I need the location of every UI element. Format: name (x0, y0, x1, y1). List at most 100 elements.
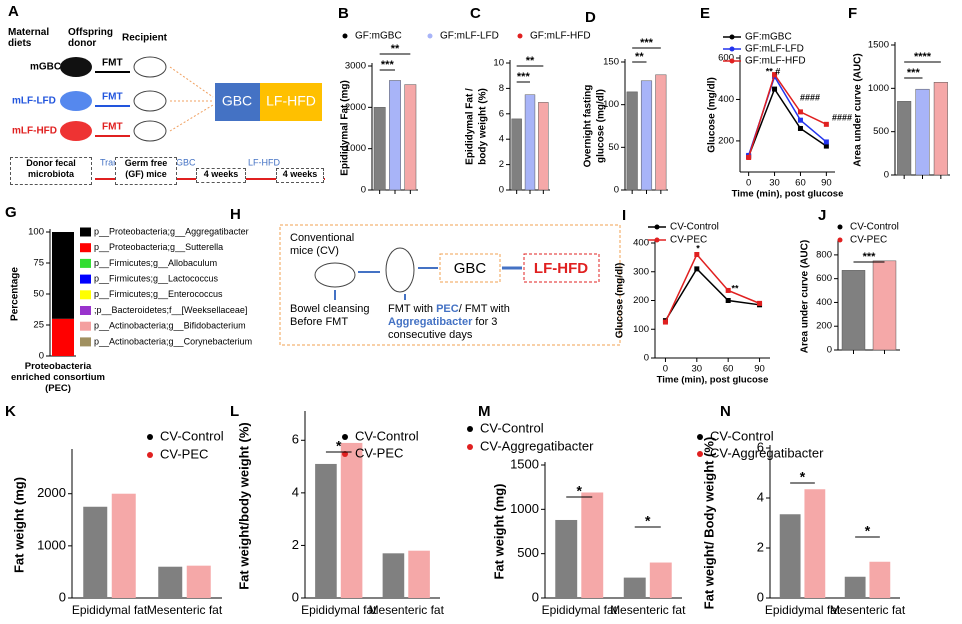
annotation: * (696, 243, 700, 253)
x-tick-label: Mesenteric fat (147, 603, 223, 617)
x-tick-label: Mesenteric fat (369, 603, 445, 617)
y-tick-label: 0 (39, 351, 44, 362)
bar (404, 84, 417, 191)
y-tick-label: 600 (816, 273, 832, 284)
x-tick-label: 0 (663, 364, 668, 375)
panel-letter: A (8, 3, 19, 20)
marker (694, 266, 700, 272)
y-tick-label: 400 (816, 297, 832, 308)
legend-swatch (80, 258, 91, 268)
box-label: LF-HFD (266, 93, 316, 109)
sig-label: ** (391, 43, 400, 55)
x-tick-label: 90 (754, 364, 765, 375)
legend-marker (467, 426, 473, 432)
line (664, 253, 760, 323)
mouse-icon (60, 121, 92, 141)
bar (408, 550, 430, 598)
y-axis-label: Fat weight/ Body weight (%) (701, 437, 716, 610)
y-axis-label: Percentage (10, 267, 21, 321)
y-axis-label: Area under curve (AUC) (853, 53, 864, 166)
text: Aggregatibacter (388, 316, 473, 328)
y-axis-label: Glucose (mg/dl) (615, 263, 626, 339)
arrow (169, 66, 214, 98)
legend-label: ;p__Bacteroidetes;f__[Weeksellaceae] (94, 305, 247, 315)
y-tick-label: 2 (292, 537, 299, 552)
legend-marker (729, 46, 735, 52)
y-tick-label: 0 (884, 170, 889, 181)
y-tick-label: 1500 (510, 456, 539, 471)
y-tick-label: 0 (532, 589, 539, 604)
legend-swatch (80, 274, 91, 284)
y-tick-label: 100 (603, 99, 619, 110)
line (664, 267, 760, 322)
bar (581, 492, 604, 598)
box (439, 253, 501, 283)
mouse-icon (314, 262, 356, 288)
sig-label: * (865, 523, 871, 539)
bar (623, 577, 646, 598)
y-tick-label: 3000 (345, 61, 366, 72)
y-tick-label: 2000 (345, 102, 366, 113)
box-label: GBC (222, 93, 252, 109)
x-tick-label: Epididymal fat (542, 603, 618, 617)
panel-letter: C (470, 5, 481, 22)
annotation: ** # (766, 66, 781, 76)
y-tick-label: 1500 (868, 40, 889, 51)
y-axis-label: Epididymal Fat / (465, 88, 476, 165)
legend-label: p__Firmicutes;g__Allobaculum (94, 258, 217, 268)
x-tick-label: 60 (795, 178, 806, 189)
x-tick-label: 0 (746, 178, 751, 189)
sig-label: * (800, 469, 806, 485)
arrow (169, 104, 214, 132)
text: PEC (436, 303, 459, 315)
marker (823, 143, 829, 149)
y-tick-label: 0 (292, 589, 299, 604)
panel-letter: I (622, 207, 626, 224)
mouse-icon (60, 91, 92, 111)
bar (158, 566, 183, 598)
legend-swatch (80, 337, 91, 347)
x-tick-label: Epididymal fat (765, 603, 841, 617)
flow-box: 4 weeks (276, 168, 324, 183)
bar (655, 74, 667, 191)
y-tick-label: 400 (718, 94, 734, 105)
bar (538, 102, 549, 191)
y-tick-label: 1000 (868, 83, 889, 94)
legend-swatch (80, 243, 91, 253)
marker (797, 117, 803, 123)
bar (524, 94, 536, 191)
legend-marker (654, 237, 660, 243)
y-tick-label: 1000 (510, 501, 539, 516)
y-tick-label: 2 (499, 159, 504, 170)
legend-label: p__Proteobacteria;g__Aggregatibacter (94, 226, 249, 236)
y-tick-label: 0 (614, 185, 619, 196)
annotation: #### (800, 92, 820, 102)
legend-marker (837, 224, 843, 230)
legend-label: CV-Control (670, 222, 719, 233)
y-tick-label: 0 (361, 185, 366, 196)
legend-label: GF:mLF-LFD (745, 44, 804, 55)
sig-label: **** (914, 51, 932, 63)
bar (626, 91, 638, 191)
diagram-label: FMT with PEC/ FMT with Aggregatibacter f… (388, 303, 518, 342)
diagram-label: Maternal diets (8, 27, 50, 49)
bar (779, 514, 801, 598)
fmt-label: FMT (102, 58, 123, 69)
bar (382, 553, 405, 598)
bar (869, 561, 891, 598)
y-tick-label: 100 (28, 227, 44, 238)
y-tick-label: 0 (827, 345, 832, 356)
x-axis-label: Time (min), post glucose (732, 189, 844, 200)
marker (797, 109, 803, 115)
legend-label: GF:mGBC (745, 32, 792, 43)
legend-label: GF:mLF-HFD (530, 31, 591, 42)
y-axis-label: Glucose (mg/dl) (707, 77, 718, 153)
sig-label: ** (526, 55, 535, 67)
legend-label: CV-PEC (160, 446, 208, 461)
legend-marker (729, 58, 735, 64)
bar (83, 506, 108, 598)
y-tick-label: 50 (608, 142, 619, 153)
bar (897, 101, 912, 176)
line (747, 74, 827, 156)
panel-letter: F (848, 5, 857, 22)
